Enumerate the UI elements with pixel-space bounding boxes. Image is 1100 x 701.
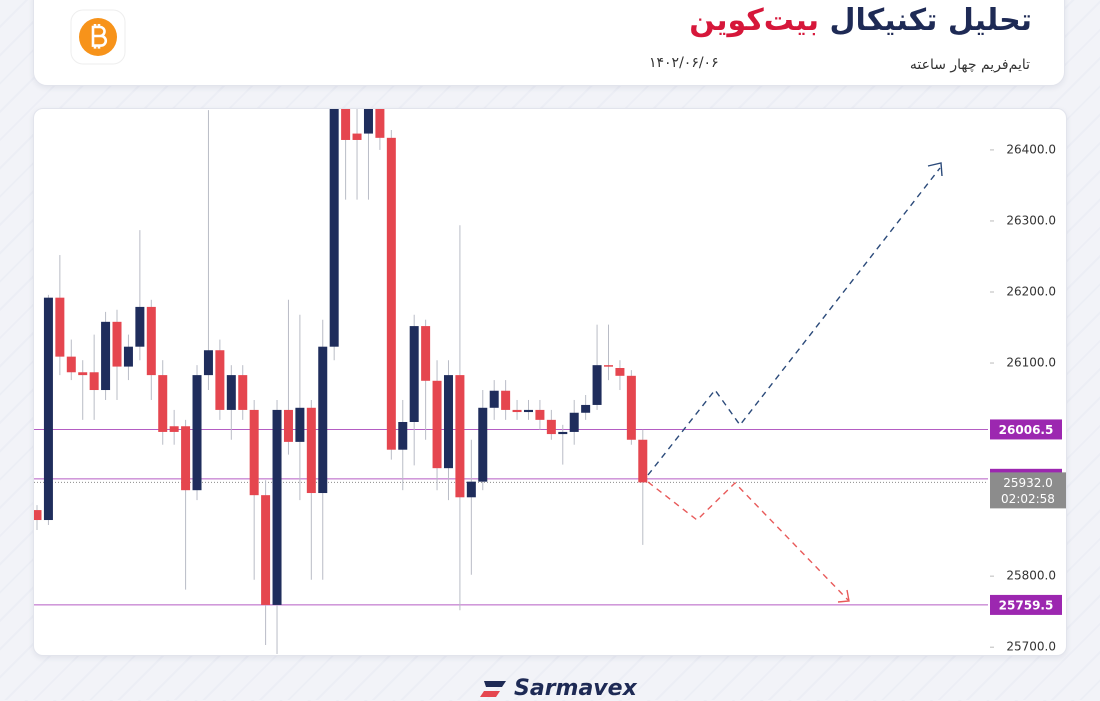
candle-body [443, 375, 453, 469]
y-tick-label: 26100.0 [1006, 356, 1056, 370]
candle-body [455, 375, 465, 498]
candle-body [295, 407, 305, 442]
candle-body [249, 409, 259, 496]
candle-body [261, 495, 271, 605]
date: ۱۴۰۲/۰۶/۰۶ [649, 55, 719, 71]
candle-body [512, 409, 522, 413]
level-label-box [990, 594, 1062, 615]
candle-body [238, 375, 248, 410]
candle-body [66, 356, 76, 373]
candle-body [215, 350, 225, 410]
level-label: 26006.5 [999, 423, 1054, 437]
y-tick-label: 25700.0 [1006, 640, 1056, 654]
candle-body [112, 321, 122, 367]
candle-body [546, 419, 556, 435]
candle-body [398, 421, 408, 450]
candle-body [535, 409, 545, 420]
projection-down-line [647, 481, 849, 601]
candle-body [89, 372, 99, 391]
header: تحلیل تکنیکال بیت‌کوین تایم‌فریم چهار سا… [33, 0, 1065, 86]
title-prefix: تحلیل تکنیکال [829, 3, 1032, 38]
candle-body [466, 481, 476, 498]
candles [34, 109, 648, 654]
candle-body [306, 407, 316, 494]
candle-body [489, 390, 499, 408]
candle-body [43, 297, 53, 521]
candle-body [375, 109, 385, 138]
current-price-box [990, 472, 1066, 509]
logo-bottom [480, 690, 500, 697]
current-price-label: 25932.0 [1003, 476, 1053, 490]
level-label-box [990, 419, 1062, 440]
y-tick-label: 26200.0 [1006, 284, 1056, 298]
candle-body [363, 109, 373, 134]
candle-body [272, 409, 282, 605]
title: تحلیل تکنیکال بیت‌کوین [689, 3, 1032, 38]
candle-body [581, 404, 591, 413]
candle-body [386, 137, 396, 450]
logo-top [484, 680, 506, 687]
candle-body [55, 297, 65, 357]
brand: Sarmavex [478, 676, 637, 701]
candle-body [604, 365, 613, 367]
candle-body [226, 375, 236, 410]
candle-body [432, 380, 442, 469]
projection-down-arrow [837, 589, 850, 603]
projection-down [647, 481, 850, 603]
candle-body [34, 510, 42, 521]
candle-body [523, 409, 533, 413]
candle-body [158, 375, 168, 432]
projection-up [647, 162, 943, 476]
candle-body [501, 390, 511, 410]
brand-name: Sarmavex [514, 676, 637, 701]
candle-body [352, 133, 362, 140]
candle-body [638, 439, 648, 483]
candle-body [78, 372, 88, 376]
y-tick-label: 26300.0 [1006, 213, 1056, 227]
candle-body [409, 326, 419, 422]
candle-body [329, 109, 339, 347]
candle-body [169, 426, 179, 432]
candle-body [146, 306, 156, 376]
brand-logo [480, 680, 506, 697]
candle-body [203, 350, 213, 376]
candle-body [318, 346, 328, 494]
candle-body [421, 326, 431, 381]
candle-body [283, 409, 293, 442]
candle-body [626, 375, 636, 440]
candle-body [569, 412, 579, 432]
candle-body [135, 306, 145, 347]
bitcoin-icon [70, 9, 126, 65]
y-tick-label: 26400.0 [1006, 142, 1056, 156]
chart-panel [33, 108, 1067, 656]
countdown-label: 02:02:58 [1001, 492, 1055, 506]
candle-body [123, 346, 133, 367]
y-tick-label: 25800.0 [1006, 569, 1056, 583]
level-label: 25759.5 [999, 598, 1054, 612]
candle-body [592, 365, 602, 405]
candle-body [615, 368, 625, 376]
title-highlight: بیت‌کوین [689, 3, 819, 38]
subtitle: تایم‌فریم چهار ساعته [909, 57, 1030, 73]
candle-body [101, 321, 111, 391]
price-axis: 25700.0 25800.0 26100.0 26200.0 26300.0 26400… [990, 142, 1066, 654]
projection-up-arrow [927, 162, 943, 177]
projection-up-line [647, 167, 941, 476]
candle-body [192, 375, 202, 491]
candle-body [181, 426, 191, 491]
grid [34, 428, 988, 606]
icon-glyph [91, 24, 108, 49]
candle-body [558, 431, 568, 435]
candle-body [341, 109, 351, 140]
candle-body [478, 407, 488, 482]
